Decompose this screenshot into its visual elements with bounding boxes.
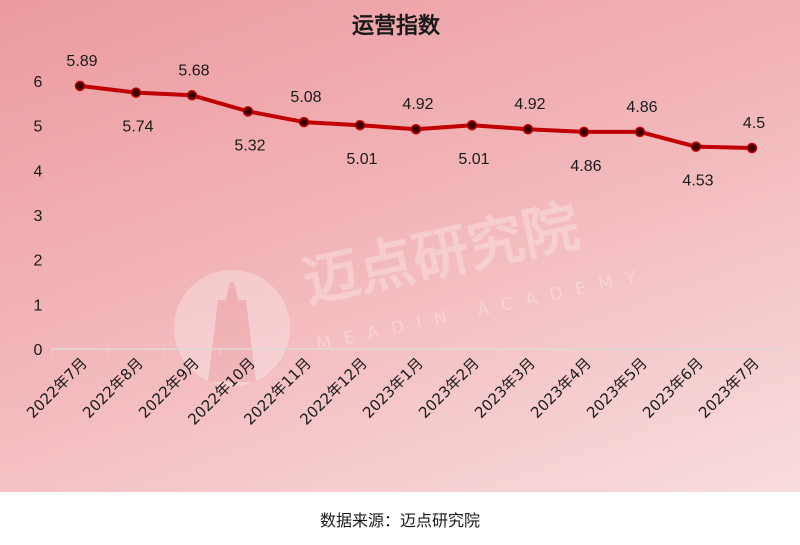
y-tick-label: 5: [34, 119, 43, 136]
y-axis: 0 1 2 3 4 5 6: [34, 74, 43, 359]
data-label: 4.53: [682, 173, 713, 190]
data-point: [410, 123, 422, 135]
data-label: 5.01: [458, 151, 489, 168]
data-points: [74, 80, 758, 154]
tower-logo-icon: [174, 270, 290, 386]
data-label: 5.08: [290, 89, 321, 106]
data-point: [578, 126, 590, 138]
data-point: [354, 119, 366, 131]
data-label: 4.86: [570, 158, 601, 175]
data-label: 5.89: [66, 53, 97, 70]
data-point: [466, 119, 478, 131]
data-labels: 5.89 5.74 5.68 5.32 5.08 5.01 4.92 5.01 4.92 4.86…: [66, 53, 765, 190]
y-tick-label: 2: [34, 253, 43, 270]
y-tick-label: 1: [34, 297, 43, 314]
data-point: [690, 141, 702, 152]
chart-title: 运营指数: [352, 13, 441, 39]
y-tick-label: 4: [34, 163, 43, 180]
x-tick-label: 2023年7月: [695, 354, 763, 422]
data-label: 4.5: [743, 115, 765, 132]
data-label: 5.01: [346, 151, 377, 168]
data-point: [186, 90, 198, 101]
data-point: [242, 106, 254, 117]
y-tick-label: 3: [34, 208, 43, 225]
y-tick-label: 6: [34, 74, 43, 91]
data-point: [522, 123, 534, 135]
x-axis-labels: 2022年7月2022年8月2022年9月2022年10月2022年11月202…: [23, 354, 763, 428]
data-label: 5.68: [178, 62, 209, 79]
data-point: [298, 116, 310, 128]
x-axis-ticks: [51, 349, 781, 354]
data-label: 4.86: [626, 99, 657, 116]
data-point: [74, 80, 86, 92]
data-point: [746, 142, 758, 154]
data-label: 5.32: [234, 137, 265, 154]
data-label: 4.92: [402, 96, 433, 113]
y-tick-label: 0: [34, 342, 43, 359]
data-point: [130, 87, 142, 98]
data-label: 5.74: [122, 119, 153, 136]
data-label: 4.92: [514, 96, 545, 113]
series-operation-index: [78, 83, 754, 150]
series-line: [78, 83, 754, 150]
source-note: 数据来源：迈点研究院: [319, 510, 480, 530]
data-point: [634, 126, 646, 138]
